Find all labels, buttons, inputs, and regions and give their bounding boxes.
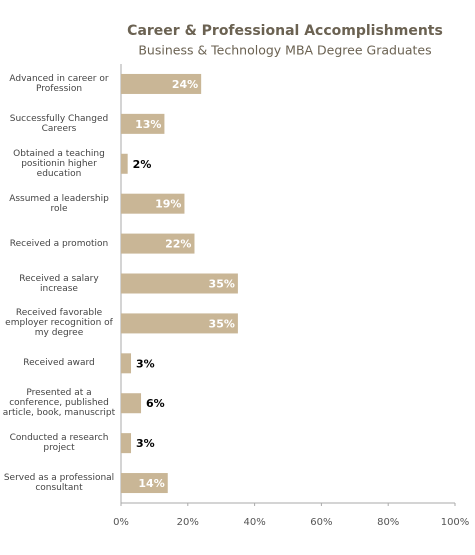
data-label: 13% xyxy=(135,118,161,131)
data-label: 6% xyxy=(146,397,165,410)
bar xyxy=(121,273,238,294)
category-label: Advanced in career or Profession xyxy=(9,73,109,94)
category-label: Presented at a conference, published art… xyxy=(2,388,116,419)
data-label: 24% xyxy=(172,78,198,91)
category-label: Conducted a research project xyxy=(9,433,109,454)
category-label: Assumed a leadership role xyxy=(9,193,109,214)
bar xyxy=(121,393,142,414)
data-label: 3% xyxy=(136,357,155,370)
category-label: Obtained a teaching positionin higher ed… xyxy=(13,148,105,179)
x-tick-label: 0% xyxy=(113,517,129,528)
bar xyxy=(121,113,165,134)
data-label: 35% xyxy=(209,278,235,291)
bar xyxy=(121,353,132,374)
bar xyxy=(121,473,168,494)
data-label: 2% xyxy=(133,158,152,171)
chart-subtitle: Business & Technology MBA Degree Graduat… xyxy=(138,43,431,58)
bar xyxy=(121,73,202,94)
category-label: Received award xyxy=(23,358,95,369)
chart-title: Career & Professional Accomplishments xyxy=(127,23,443,39)
x-tick-label: 40% xyxy=(243,517,265,528)
x-tick-label: 60% xyxy=(310,517,332,528)
bar xyxy=(121,193,185,214)
bar xyxy=(121,313,238,334)
category-label: Successfully Changed Careers xyxy=(9,113,109,134)
data-label: 14% xyxy=(138,477,164,490)
data-label: 22% xyxy=(165,238,191,251)
x-tick-label: 80% xyxy=(377,517,399,528)
bar xyxy=(121,233,195,254)
data-label: 19% xyxy=(155,198,181,211)
category-label: Served as a professional consultant xyxy=(3,473,115,494)
category-label: Received a promotion xyxy=(9,238,109,249)
x-tick-label: 20% xyxy=(177,517,199,528)
x-tick-label: 100% xyxy=(441,517,470,528)
data-label: 35% xyxy=(209,317,235,330)
bar xyxy=(121,433,132,454)
category-label: Received a salary increase xyxy=(19,273,99,294)
bar xyxy=(121,153,128,174)
data-label: 3% xyxy=(136,437,155,450)
category-label: Received favorable employer recognition … xyxy=(5,308,113,339)
